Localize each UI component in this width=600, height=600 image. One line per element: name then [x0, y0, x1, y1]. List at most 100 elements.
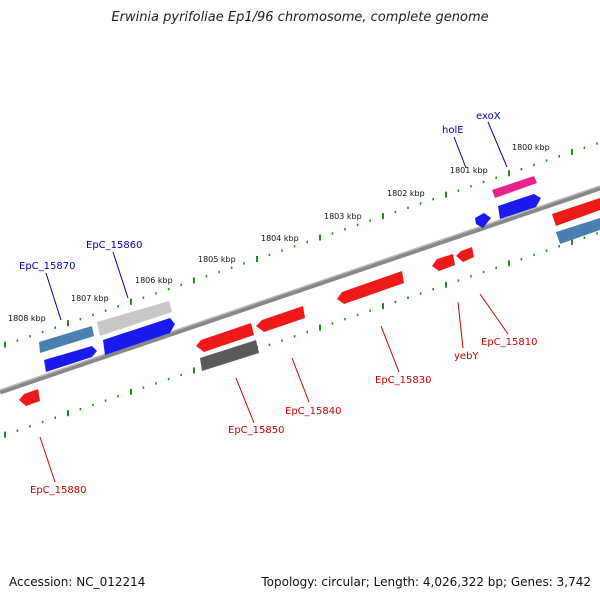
- gene-yebY-a[interactable]: [432, 254, 455, 271]
- gene-small-blue[interactable]: [475, 213, 491, 228]
- gene-EpC_15860[interactable]: [103, 318, 175, 355]
- gene-right-red[interactable]: [552, 198, 600, 226]
- reverse-tick: [67, 410, 69, 417]
- forward-tick: [218, 270, 220, 274]
- kbp-label-1808: 1808 kbp: [8, 314, 46, 323]
- reverse-tick: [16, 429, 19, 432]
- forward-tick: [293, 245, 296, 248]
- map-title: Erwinia pyrifoliae Ep1/96 chromosome, co…: [111, 10, 489, 25]
- reverse-tick: [558, 245, 560, 248]
- gene-EpC_15830[interactable]: [337, 271, 404, 304]
- forward-tick: [482, 180, 485, 184]
- forward-tick: [432, 198, 434, 201]
- kbp-label-1803: 1803 kbp: [324, 212, 362, 221]
- leader-EpC_15870: [45, 272, 62, 321]
- forward-tick: [155, 292, 157, 295]
- reverse-tick: [167, 377, 170, 381]
- reverse-tick: [117, 395, 119, 398]
- label-EpC_15830[interactable]: EpC_15830: [375, 375, 431, 386]
- chromosome-backbone: [0, 185, 600, 395]
- forward-tick: [583, 146, 586, 149]
- reverse-tick: [104, 399, 107, 402]
- reverse-tick: [155, 382, 157, 385]
- forward-tick: [457, 189, 460, 192]
- leader-EpC_15840: [291, 357, 310, 403]
- reverse-tick: [545, 249, 548, 252]
- gene-EpC_15870-lower[interactable]: [44, 346, 97, 372]
- forward-tick: [193, 277, 195, 284]
- gene-holE-upper[interactable]: [498, 194, 541, 219]
- forward-tick: [4, 341, 6, 348]
- label-EpC_15860[interactable]: EpC_15860: [86, 240, 142, 251]
- accession-text: Accession: NC_012214: [9, 575, 146, 589]
- forward-tick: [470, 185, 472, 188]
- kbp-label-1802: 1802 kbp: [387, 189, 425, 198]
- label-exoX[interactable]: exoX: [476, 111, 501, 122]
- label-EpC_15880[interactable]: EpC_15880: [30, 485, 86, 496]
- forward-tick: [596, 142, 598, 145]
- reverse-tick: [407, 296, 409, 299]
- leader-EpC_15880: [39, 436, 56, 483]
- backbone-highlight: [0, 185, 600, 391]
- reverse-tick: [533, 253, 535, 257]
- reverse-tick: [41, 420, 44, 424]
- kbp-label-1801: 1801 kbp: [450, 166, 488, 175]
- label-yebY[interactable]: yebY: [454, 351, 479, 362]
- leader-holE: [453, 136, 467, 169]
- leader-EpC_15860: [112, 251, 129, 299]
- reverse-tick: [495, 266, 497, 269]
- label-EpC_15850[interactable]: EpC_15850: [228, 425, 284, 436]
- forward-tick: [117, 305, 119, 308]
- reverse-tick: [92, 403, 94, 407]
- reverse-tick: [419, 292, 422, 295]
- gene-EpC_15880[interactable]: [19, 389, 40, 406]
- forward-tick: [281, 249, 283, 252]
- gene-EpC_15870[interactable]: [39, 326, 94, 353]
- reverse-tick: [445, 281, 447, 288]
- forward-tick: [394, 210, 397, 214]
- forward-tick: [306, 240, 308, 244]
- gene-EpC_15860-grey[interactable]: [97, 301, 172, 336]
- forward-tick: [445, 191, 447, 198]
- forward-tick: [29, 335, 31, 338]
- forward-tick: [545, 159, 548, 162]
- kbp-label-1805: 1805 kbp: [198, 255, 236, 264]
- gene-EpC_15850[interactable]: [196, 323, 254, 352]
- forward-strand-ticks: [4, 142, 598, 348]
- forward-tick: [79, 317, 82, 321]
- forward-tick: [331, 232, 334, 235]
- reverse-tick: [268, 343, 271, 347]
- reverse-tick: [306, 330, 308, 334]
- gene-right-steel[interactable]: [556, 218, 600, 244]
- reverse-tick: [130, 388, 132, 395]
- label-EpC_15810[interactable]: EpC_15810: [481, 337, 537, 348]
- reverse-tick: [382, 303, 384, 310]
- reverse-tick: [281, 339, 283, 342]
- forward-tick: [571, 148, 573, 155]
- gene-EpC_15840[interactable]: [256, 306, 305, 332]
- forward-tick: [419, 202, 422, 205]
- forward-tick: [41, 330, 44, 334]
- kbp-label-1804: 1804 kbp: [261, 234, 299, 243]
- forward-tick: [167, 287, 170, 291]
- forward-tick: [319, 234, 321, 241]
- gene-EpC_15850-grey[interactable]: [200, 340, 259, 371]
- label-EpC_15870[interactable]: EpC_15870: [19, 261, 75, 272]
- reverse-tick: [4, 431, 6, 438]
- forward-tick: [558, 155, 560, 158]
- forward-tick: [256, 256, 258, 262]
- gene-yebY-b[interactable]: [456, 247, 474, 262]
- reverse-tick: [142, 386, 145, 389]
- reverse-tick: [193, 367, 195, 374]
- forward-tick: [243, 262, 245, 265]
- forward-tick: [369, 219, 371, 222]
- forward-tick: [104, 309, 107, 312]
- forward-tick: [344, 228, 346, 231]
- kbp-label-1806: 1806 kbp: [135, 276, 173, 285]
- forward-tick: [520, 168, 523, 171]
- label-EpC_15840[interactable]: EpC_15840: [285, 406, 341, 417]
- reverse-tick: [520, 258, 523, 261]
- reverse-tick: [571, 238, 573, 245]
- label-holE[interactable]: holE: [442, 125, 464, 136]
- gene-exoX[interactable]: [492, 176, 537, 198]
